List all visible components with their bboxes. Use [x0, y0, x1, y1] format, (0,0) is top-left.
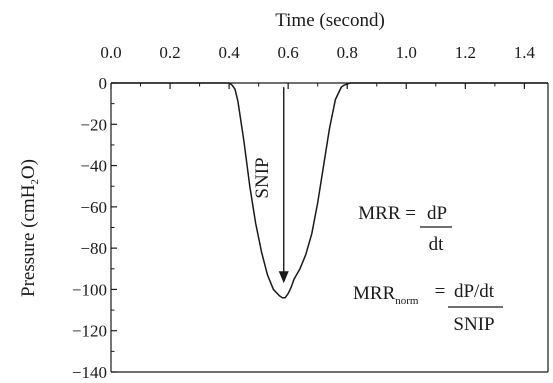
snip-label: SNIP [252, 157, 273, 198]
mrr-norm-formula: MRRnorm = dP/dt SNIP [353, 281, 503, 335]
mrr-formula-lhs: MRR = [358, 203, 416, 224]
snip-arrow [278, 87, 289, 284]
x-tick-label: 0.2 [159, 43, 180, 62]
y-tick-label: 0 [99, 74, 108, 93]
y-tick-label: −120 [72, 322, 107, 341]
y-axis-title-subscript: 2 [29, 179, 41, 185]
x-tick-label: 0.0 [100, 43, 121, 62]
y-ticks: 0 −20 −40 −60 −80 −100 −120 −140 [72, 74, 117, 382]
y-tick-label: −100 [72, 280, 107, 299]
snip-arrow-head [278, 271, 289, 284]
mrr-formula-numerator: dP [427, 203, 447, 224]
mrr-formula: MRR = dP dt [358, 203, 452, 255]
mrr-formula-denominator: dt [429, 234, 445, 255]
x-tick-label: 1.2 [455, 43, 476, 62]
y-tick-label: −40 [80, 157, 107, 176]
mrr-norm-formula-numerator: dP/dt [454, 281, 495, 302]
x-tick-label: 0.4 [218, 43, 240, 62]
y-tick-label: −80 [80, 239, 107, 258]
x-ticks: 0.0 0.2 0.4 0.6 0.8 1.0 1.2 1.4 [100, 43, 536, 89]
mrr-norm-formula-lhs: MRRnorm [353, 283, 419, 307]
mrr-norm-formula-lhs-main: MRR [353, 283, 396, 304]
y-tick-label: −140 [72, 363, 107, 382]
y-axis-title-main: Pressure (cmH [18, 184, 39, 297]
y-axis-title-tail: O) [18, 159, 39, 179]
x-tick-label: 0.8 [337, 43, 358, 62]
x-tick-label: 0.6 [278, 43, 299, 62]
pressure-curve [111, 82, 548, 299]
mrr-norm-formula-equals: = [435, 281, 446, 302]
x-tick-label: 1.0 [396, 43, 417, 62]
y-tick-label: −20 [80, 115, 107, 134]
y-axis-title: Pressure (cmH2O) [18, 159, 41, 297]
mrr-norm-formula-denominator: SNIP [453, 314, 494, 335]
x-axis-title: Time (second) [275, 10, 385, 31]
x-tick-label: 1.4 [514, 43, 536, 62]
y-tick-label: −60 [80, 198, 107, 217]
mrr-norm-formula-lhs-subscript: norm [395, 295, 419, 307]
